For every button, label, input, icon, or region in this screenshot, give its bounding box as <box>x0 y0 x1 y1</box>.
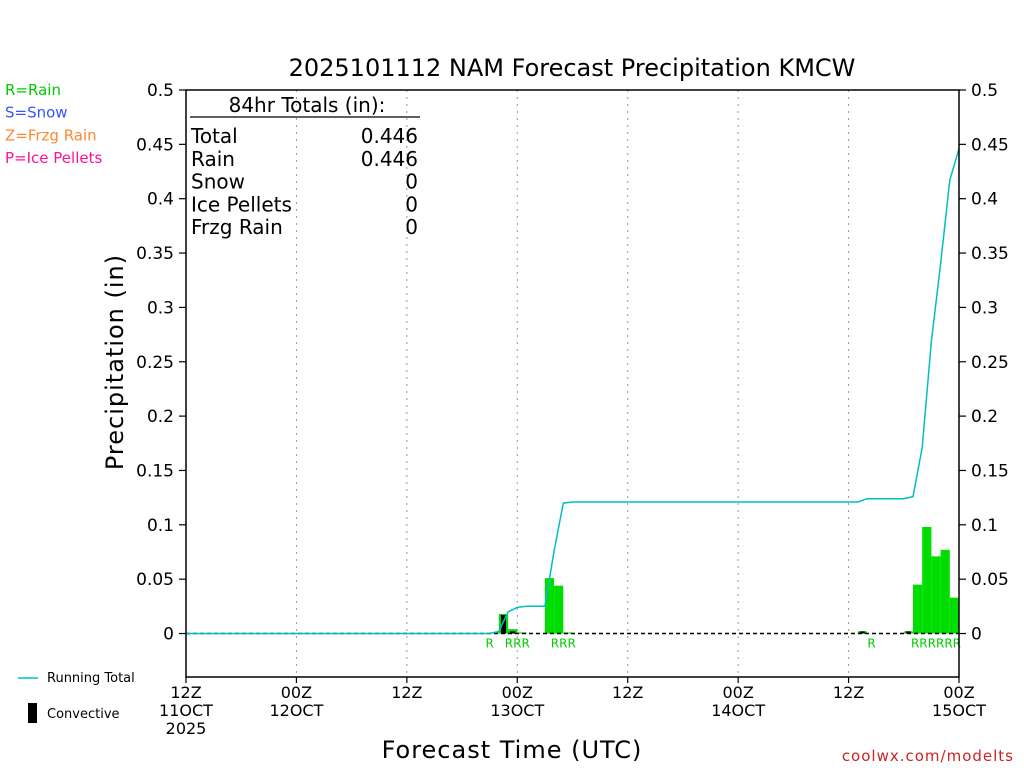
y-axis-right: 0 0.05 0.1 0.15 0.2 0.25 0.3 0.35 0.4 0.45 0.5 <box>959 81 1009 645</box>
x-tick-label: 12Z <box>391 683 422 702</box>
y-tick-label-right: 0.2 <box>971 407 998 427</box>
y-tick-label-right: 0.05 <box>971 570 1009 590</box>
totals-header: 84hr Totals (in): <box>229 93 386 117</box>
totals-row-label: Total <box>190 124 238 148</box>
grid-lines <box>295 90 850 677</box>
chart-legend: Running Total Convective <box>18 671 135 723</box>
y-tick-label-right: 0.5 <box>971 81 998 101</box>
type-legend-item: P=Ice Pellets <box>5 149 102 167</box>
x-tick-label: 11OCT <box>159 701 213 720</box>
precip-bar <box>554 585 564 634</box>
totals-row-value: 0.446 <box>361 147 418 171</box>
y-tick-label-left: 0.05 <box>136 570 174 590</box>
precip-bar <box>922 526 932 634</box>
precip-bar <box>940 549 950 634</box>
convective-bar <box>500 615 507 634</box>
running-total-legend-label: Running Total <box>47 671 135 686</box>
plot-frame <box>185 89 960 678</box>
totals-row-value: 0 <box>405 192 418 216</box>
totals-row-label: Snow <box>191 170 245 194</box>
type-legend-item: S=Snow <box>5 104 68 122</box>
precip-type-label: R <box>867 637 875 651</box>
precip-bar <box>949 597 959 634</box>
x-tick-label: 12OCT <box>269 701 323 720</box>
x-tick-label: 12Z <box>833 683 864 702</box>
y-tick-label-left: 0.35 <box>136 244 174 264</box>
precip-bar <box>544 578 555 634</box>
precip-type-label: R <box>486 637 494 651</box>
chart-title: 2025101112 NAM Forecast Precipitation KM… <box>289 54 856 82</box>
totals-row-value: 0 <box>405 170 418 194</box>
y-tick-label-right: 0.35 <box>971 244 1009 264</box>
totals-row-label: Ice Pellets <box>191 192 292 216</box>
x-tick-label: 00Z <box>722 683 753 702</box>
running-total-line <box>186 148 960 635</box>
x-tick-label: 13OCT <box>490 701 544 720</box>
precip-type-label: RRRRRR <box>911 637 961 651</box>
convective-bar <box>859 631 865 634</box>
y-tick-label-left: 0.1 <box>147 516 174 536</box>
precip-bar <box>931 556 941 634</box>
x-tick-label: 00Z <box>502 683 533 702</box>
totals-row-label: Frzg Rain <box>191 215 283 239</box>
totals-row-label: Rain <box>191 147 235 171</box>
precip-bar <box>912 584 923 634</box>
y-tick-label-right: 0.15 <box>971 461 1009 481</box>
x-tick-label: 00Z <box>943 683 974 702</box>
totals-rows: Total 0.446 Rain 0.446 Snow 0 Ice Pellets 0 Frzg… <box>190 124 418 239</box>
y-tick-label-right: 0.4 <box>971 190 998 210</box>
credit-text: coolwx.com/modelts <box>842 747 1014 765</box>
x-axis-title: Forecast Time (UTC) <box>382 736 643 764</box>
type-legend-item: R=Rain <box>5 81 61 99</box>
x-tick-label: 12Z <box>170 683 201 702</box>
y-tick-label-right: 0.25 <box>971 353 1009 373</box>
precip-type-legend: R=Rain S=Snow Z=Frzg Rain P=Ice Pellets <box>5 81 102 167</box>
y-tick-label-left: 0.45 <box>136 135 174 155</box>
x-tick-label: 12Z <box>612 683 643 702</box>
precip-type-label: RRR <box>551 637 576 651</box>
totals-box: 84hr Totals (in): Total 0.446 Rain 0.446 Sno… <box>190 93 420 239</box>
y-tick-label-right: 0.3 <box>971 298 998 318</box>
y-tick-label-left: 0.25 <box>136 353 174 373</box>
y-tick-label-left: 0.4 <box>147 190 174 210</box>
x-tick-label: 00Z <box>281 683 312 702</box>
type-legend-item: Z=Frzg Rain <box>5 126 97 144</box>
x-tick-label: 15OCT <box>932 701 986 720</box>
y-tick-label-left: 0.5 <box>147 81 174 101</box>
totals-row-value: 0.446 <box>361 124 418 148</box>
y-tick-label-right: 0 <box>971 625 982 645</box>
y-axis-title: Precipitation (in) <box>101 254 129 470</box>
convective-bar <box>905 631 911 634</box>
x-tick-label: 2025 <box>166 719 207 738</box>
precip-bar <box>517 632 527 634</box>
bars-layer <box>489 526 959 634</box>
precip-type-label: RRR <box>505 637 530 651</box>
y-tick-label-left: 0.2 <box>147 407 174 427</box>
convective-legend-label: Convective <box>47 707 120 722</box>
x-tick-label: 14OCT <box>711 701 765 720</box>
y-tick-label-right: 0.45 <box>971 135 1009 155</box>
y-axis-left: 0 0.05 0.1 0.15 0.2 0.25 0.3 0.35 0.4 0.45 0.5 <box>136 81 186 645</box>
y-tick-label-left: 0.3 <box>147 298 174 318</box>
y-tick-label-left: 0 <box>163 625 174 645</box>
convective-bar <box>510 631 516 634</box>
y-tick-label-left: 0.15 <box>136 461 174 481</box>
precip-type-labels: R RRR RRR R RRRRRR <box>486 637 962 651</box>
convective-legend-swatch <box>28 703 37 723</box>
totals-row-value: 0 <box>405 215 418 239</box>
y-tick-label-right: 0.1 <box>971 516 998 536</box>
